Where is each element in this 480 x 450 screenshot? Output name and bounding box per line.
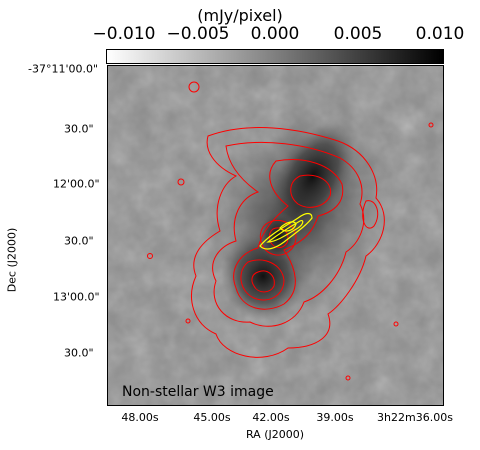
y-tick-label: 13'00.0" (53, 290, 100, 304)
contour-blob (345, 375, 351, 381)
contour-level-1 (191, 127, 385, 358)
contour-blob (428, 122, 434, 128)
y-tick-label: 30.0" (64, 122, 94, 136)
contour-level-4 (290, 174, 332, 208)
colorbar-tick-label: −0.010 (92, 24, 156, 44)
contour-level-3 (233, 159, 344, 310)
colorbar-tick-label: −0.005 (166, 24, 230, 44)
colorbar-tick-label: 0.010 (415, 24, 465, 44)
contour-blob (393, 321, 399, 327)
red-contours (147, 81, 434, 381)
colorbar (106, 49, 444, 64)
contour-yellow-2 (266, 219, 304, 243)
colorbar-tick-label: 0.000 (250, 24, 300, 44)
upper-lobe-emission (271, 122, 355, 230)
contour-level-6 (251, 270, 275, 293)
contour-blob (188, 81, 200, 93)
y-tick-label: 30.0" (64, 346, 94, 360)
x-tick-label: 48.00s (121, 411, 159, 424)
colorbar-title: (mJy/pixel) (197, 6, 283, 25)
x-tick-label: 3h22m36.00s (377, 411, 453, 424)
contour-level-7 (259, 220, 297, 256)
contour-level-2 (212, 141, 365, 327)
contour-blob (177, 178, 185, 186)
x-tick-label: 42.00s (252, 411, 290, 424)
x-axis-label: RA (J2000) (245, 428, 305, 441)
colorbar-tick-label: 0.005 (333, 24, 383, 44)
contour-blob (147, 253, 153, 259)
w3-image-svg (108, 66, 443, 405)
panel-label: Non-stellar W3 image (122, 384, 274, 400)
contour-level-5 (240, 259, 285, 301)
y-tick-label: -37°11'00.0" (28, 62, 99, 76)
x-tick-label: 39.00s (316, 411, 354, 424)
x-tick-label: 45.00s (193, 411, 231, 424)
contour-blob (185, 318, 191, 324)
contour-blob (362, 200, 379, 229)
y-tick-label: 12'00.0" (53, 177, 100, 191)
y-tick-label: 30.0" (64, 234, 94, 248)
contour-yellow-3 (279, 221, 297, 232)
y-axis-label: Dec (J2000) (5, 227, 19, 293)
contour-yellow-1 (259, 212, 313, 250)
image-plot (107, 65, 444, 406)
yellow-contours (259, 212, 313, 250)
